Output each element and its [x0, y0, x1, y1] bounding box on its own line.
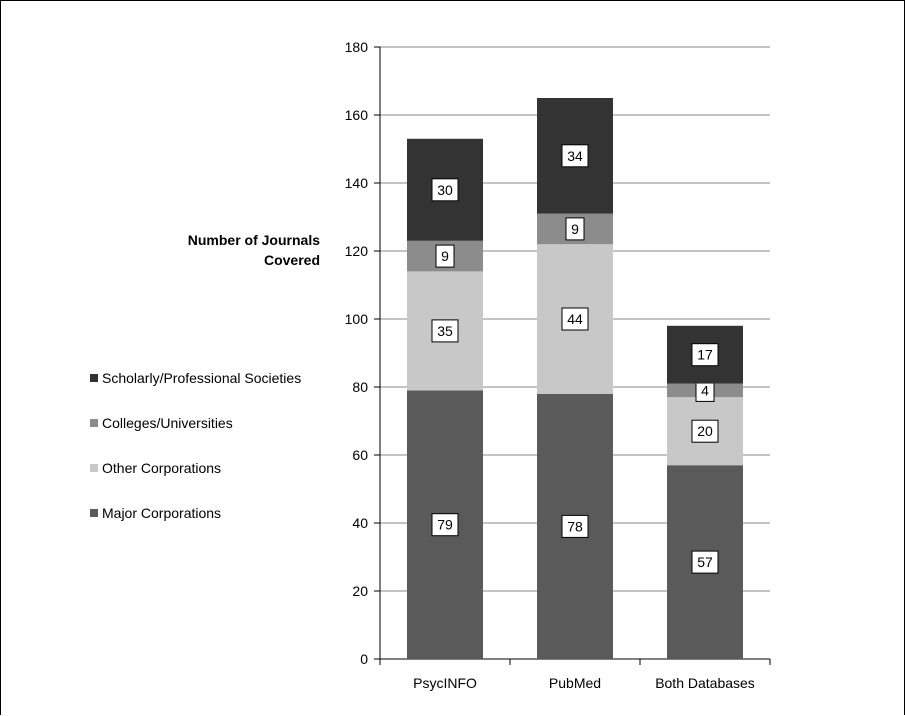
data-label-box: [435, 244, 455, 268]
legend-label: Scholarly/Professional Societies: [102, 370, 302, 386]
data-label-box: [431, 319, 459, 343]
x-tick-label: PubMed: [549, 675, 601, 691]
data-label: 20: [697, 423, 713, 439]
legend-swatch: [90, 374, 98, 382]
data-label: 4: [701, 382, 709, 398]
data-label: 17: [697, 347, 713, 363]
data-label-box: [561, 514, 589, 538]
legend-swatch: [90, 464, 98, 472]
legend-label: Major Corporations: [102, 505, 222, 521]
y-tick-label: 120: [345, 243, 369, 259]
data-label-box: [561, 144, 589, 168]
data-label: 35: [437, 323, 453, 339]
y-tick-label: 140: [345, 175, 369, 191]
data-label-box: [431, 513, 459, 537]
data-label-box: [691, 550, 719, 574]
data-label: 30: [437, 182, 453, 198]
legend-item: Colleges/Universities: [90, 415, 233, 431]
data-label: 34: [567, 148, 583, 164]
data-label-box: [565, 217, 585, 241]
data-label-box: [691, 419, 719, 443]
legend-label: Other Corporations: [102, 460, 222, 476]
x-tick-label: PsycINFO: [413, 675, 477, 691]
legend-label: Colleges/Universities: [102, 415, 233, 431]
data-label: 44: [567, 311, 583, 327]
legend-item: Scholarly/Professional Societies: [90, 370, 301, 386]
y-axis-label: Number of Journals Covered: [187, 232, 320, 268]
data-label-box: [561, 307, 589, 331]
y-tick-label: 100: [345, 311, 369, 327]
legend-item: Major Corporations: [90, 505, 221, 521]
data-label: 79: [437, 517, 453, 533]
data-label: 57: [697, 554, 713, 570]
y-tick-label: 80: [352, 379, 368, 395]
y-tick-label: 60: [352, 447, 368, 463]
data-label: 9: [571, 221, 579, 237]
legend-swatch: [90, 419, 98, 427]
data-label: 78: [567, 518, 583, 534]
legend-swatch: [90, 509, 98, 517]
data-label-box: [691, 343, 719, 367]
y-tick-label: 40: [352, 515, 368, 531]
x-tick-label: Both Databases: [655, 675, 755, 691]
y-tick-label: 180: [345, 39, 369, 55]
legend-item: Other Corporations: [90, 460, 221, 476]
data-label-box: [431, 178, 459, 202]
y-tick-label: 0: [360, 651, 368, 667]
data-label: 9: [441, 248, 449, 264]
y-tick-label: 160: [345, 107, 369, 123]
y-tick-label: 20: [352, 583, 368, 599]
